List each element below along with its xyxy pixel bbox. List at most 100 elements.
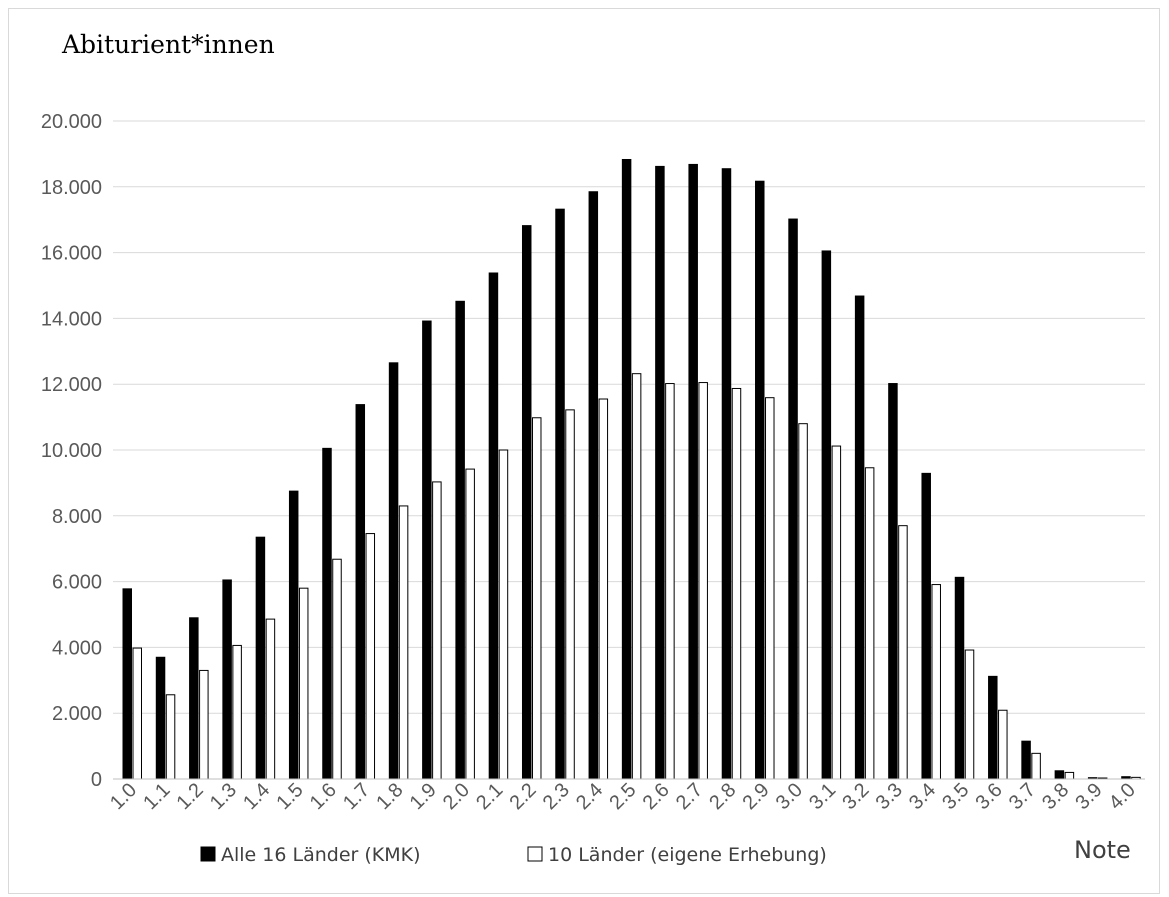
bar-all-states [288, 490, 299, 780]
bar-all-states [1021, 740, 1031, 780]
y-tick-label: 20.000 [41, 111, 102, 133]
x-axis-ticks: 1.01.11.21.31.41.51.61.71.81.92.02.12.22… [106, 779, 1140, 814]
bar-ten-states [1064, 771, 1075, 780]
x-tick-label: 3.2 [838, 779, 873, 814]
y-tick-label: 16.000 [41, 243, 102, 265]
x-tick-label: 2.0 [439, 779, 474, 814]
bar-ten-states [1031, 752, 1041, 780]
bar-chart: 0 2.000 4.000 6.000 8.000 10.000 12.000 14.000 1… [41, 30, 1145, 866]
bar-all-states [422, 320, 432, 780]
x-tick-label: 2.2 [505, 779, 540, 814]
legend-swatch-ten-states [527, 846, 543, 862]
x-tick-label: 3.0 [772, 779, 807, 814]
x-tick-label: 3.8 [1038, 779, 1073, 814]
x-tick-label: 3.1 [805, 779, 840, 814]
bar-ten-states [665, 383, 675, 780]
x-tick-label: 2.6 [639, 779, 674, 814]
bar-ten-states [731, 387, 742, 780]
bar-ten-states [531, 417, 542, 780]
legend-swatch-all-states [200, 846, 216, 862]
bar-ten-states [864, 467, 875, 780]
y-axis-label: Abiturient*innen [61, 30, 275, 59]
bar-ten-states [265, 618, 276, 780]
x-tick-label: 2.5 [605, 779, 640, 814]
bar-ten-states [465, 468, 475, 780]
bar-ten-states [565, 409, 575, 780]
bar-all-states [688, 163, 698, 780]
x-tick-label: 1.2 [173, 779, 208, 814]
bar-ten-states [432, 481, 442, 780]
bar-ten-states [765, 397, 775, 780]
bar-all-states [388, 362, 399, 780]
x-tick-label: 1.4 [239, 779, 274, 814]
bar-ten-states [698, 382, 708, 780]
bar-all-states [821, 250, 832, 780]
y-tick-label: 0 [91, 769, 102, 791]
x-axis-label: Note [1074, 836, 1131, 864]
bar-all-states [488, 272, 499, 780]
bar-all-states [721, 168, 732, 780]
bar-all-states [255, 536, 266, 780]
bar-ten-states [165, 694, 176, 780]
bar-all-states [189, 617, 199, 780]
bar-ten-states [298, 587, 309, 780]
bar-ten-states [365, 533, 376, 780]
bar-all-states [222, 579, 232, 780]
legend-label-all-states: Alle 16 Länder (KMK) [221, 844, 421, 866]
x-tick-label: 3.5 [938, 779, 973, 814]
x-tick-label: 3.7 [1005, 779, 1040, 814]
x-tick-label: 1.7 [339, 779, 374, 814]
legend: Alle 16 Länder (KMK) 10 Länder (eigene E… [200, 844, 827, 866]
y-tick-label: 4.000 [52, 637, 102, 659]
bar-ten-states [798, 423, 808, 780]
x-tick-label: 2.7 [672, 779, 707, 814]
bar-all-states [621, 158, 632, 780]
bar-all-states [888, 383, 898, 780]
y-tick-label: 18.000 [41, 177, 102, 199]
chart-frame: 0 2.000 4.000 6.000 8.000 10.000 12.000 14.000 1… [8, 8, 1160, 894]
bar-all-states [322, 447, 332, 780]
y-tick-label: 14.000 [41, 308, 102, 330]
bar-all-states [1054, 770, 1065, 780]
bar-all-states [555, 208, 565, 780]
x-tick-label: 2.1 [472, 779, 507, 814]
x-tick-label: 3.6 [972, 779, 1007, 814]
bar-all-states [954, 576, 965, 780]
x-tick-label: 1.0 [106, 779, 141, 814]
y-tick-label: 6.000 [52, 572, 102, 594]
x-tick-label: 3.4 [905, 779, 940, 814]
x-tick-label: 2.4 [572, 779, 607, 814]
bar-ten-states [199, 669, 209, 780]
legend-label-ten-states: 10 Länder (eigene Erhebung) [548, 844, 827, 866]
bar-all-states [355, 404, 366, 780]
x-tick-label: 1.5 [272, 779, 307, 814]
bar-all-states [455, 300, 465, 780]
bar-all-states [122, 588, 132, 780]
x-tick-label: 2.3 [539, 779, 574, 814]
y-tick-label: 2.000 [52, 703, 102, 725]
bar-ten-states [498, 449, 509, 780]
bar-all-states [521, 225, 532, 780]
x-tick-label: 2.9 [738, 779, 773, 814]
x-tick-label: 1.1 [139, 779, 174, 814]
bar-all-states [988, 675, 998, 780]
bar-all-states [588, 191, 599, 780]
bar-ten-states [232, 644, 242, 780]
bar-all-states [788, 218, 798, 780]
y-axis-ticks: 0 2.000 4.000 6.000 8.000 10.000 12.000 14.000 1… [41, 111, 102, 791]
bar-ten-states [598, 398, 609, 780]
bar-ten-states [898, 525, 908, 780]
y-tick-label: 10.000 [41, 440, 102, 462]
bars [122, 158, 1141, 780]
x-tick-label: 1.6 [306, 779, 341, 814]
bar-all-states [854, 295, 865, 780]
bar-all-states [755, 180, 765, 780]
x-tick-label: 3.9 [1071, 779, 1106, 814]
x-tick-label: 2.8 [705, 779, 740, 814]
x-tick-label: 1.3 [206, 779, 241, 814]
x-tick-label: 4.0 [1105, 779, 1140, 814]
y-tick-label: 12.000 [41, 374, 102, 396]
bar-ten-states [332, 558, 342, 780]
x-tick-label: 3.3 [872, 779, 907, 814]
bar-ten-states [964, 649, 975, 780]
